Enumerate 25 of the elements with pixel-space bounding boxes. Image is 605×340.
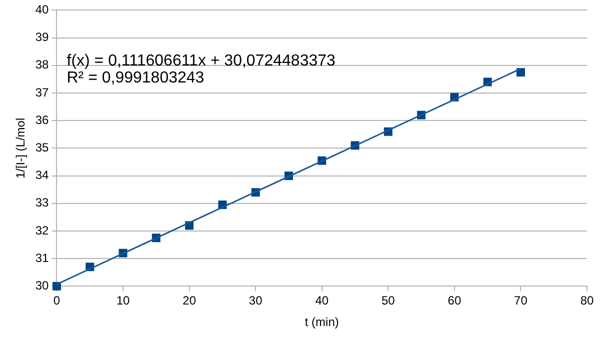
y-tick-label: 37 (35, 85, 50, 100)
y-axis-title: 1/[I-] (L/mol (14, 118, 28, 179)
y-tick-label: 36 (35, 112, 50, 127)
y-tick-label: 39 (35, 30, 50, 44)
y-tick-label: 38 (35, 58, 50, 72)
x-tick-label: 70 (514, 294, 528, 308)
x-tick-label: 60 (448, 294, 462, 308)
x-axis-title: t (min) (304, 315, 339, 330)
y-tick-label: 31 (35, 250, 50, 265)
annotation: f(x) = 0,111606611x + 30,0724483373 (66, 52, 336, 70)
y-tick-label: 35 (35, 140, 50, 155)
y-tick-label: 32 (35, 223, 50, 238)
y-tick-label: 40 (35, 2, 50, 17)
point (516, 68, 525, 77)
x-tick-label: 80 (580, 294, 594, 308)
x-tick-label: 20 (182, 294, 196, 308)
y-tick-label: 30 (35, 278, 50, 293)
annotation: R² = 0,9991803243 (66, 70, 204, 87)
y-tick-label: 33 (35, 196, 50, 210)
x-tick-label: 10 (116, 294, 130, 308)
y-tick-label: 34 (35, 168, 50, 182)
x-tick-label: 50 (381, 294, 396, 308)
x-tick-label: 30 (248, 294, 263, 308)
x-tick-label: 0 (53, 294, 60, 308)
x-tick-label: 40 (315, 294, 329, 308)
